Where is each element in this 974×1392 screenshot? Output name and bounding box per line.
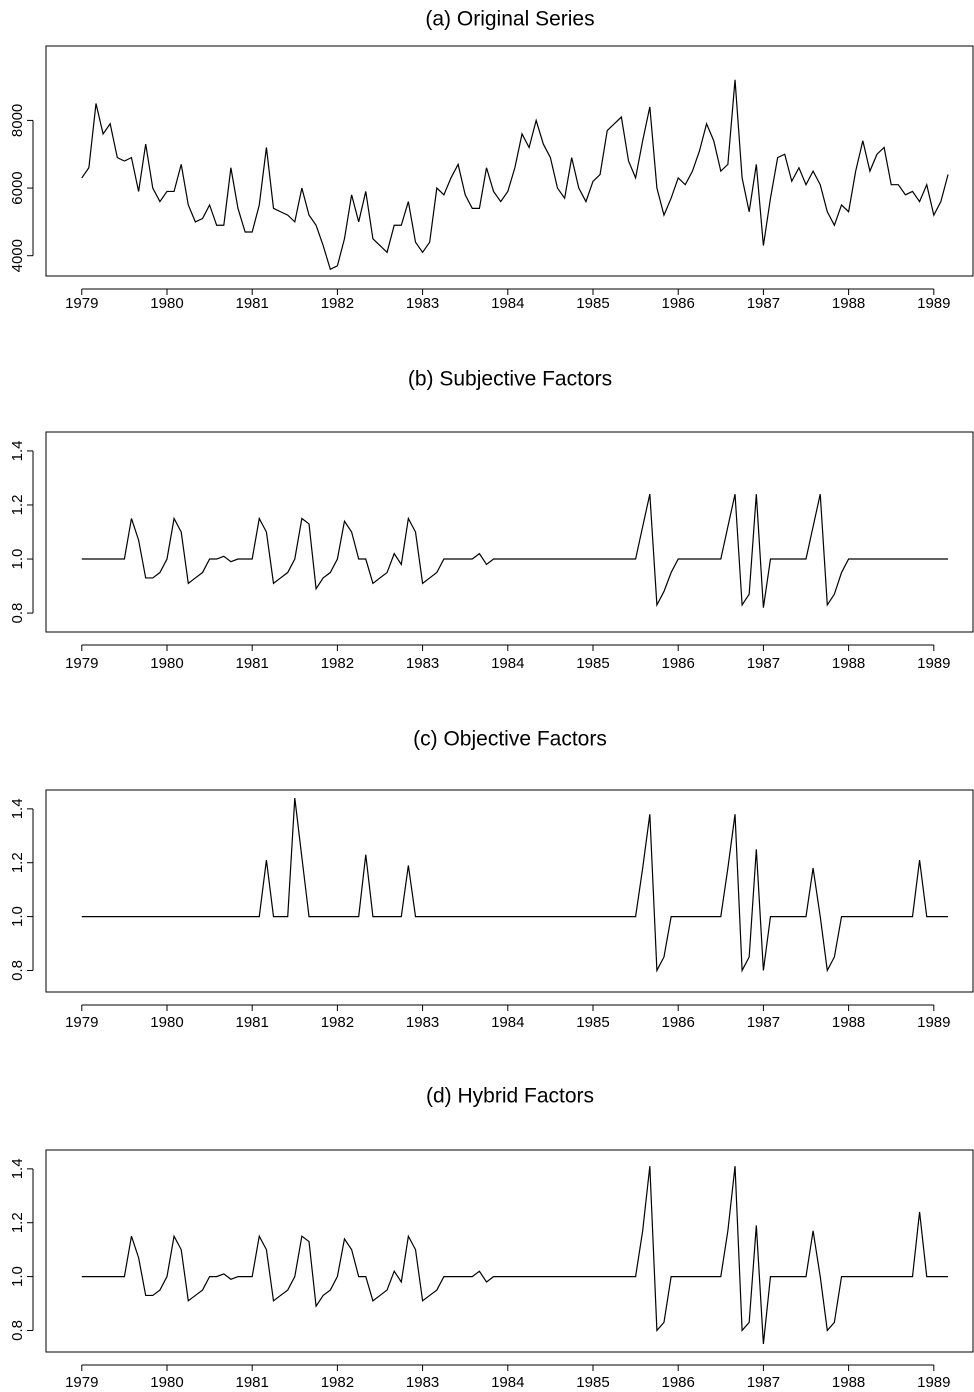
x-tick-label: 1981	[236, 1374, 269, 1391]
y-tick-label: 1.2	[9, 495, 26, 516]
x-tick-label: 1980	[150, 1014, 183, 1031]
x-tick-label: 1979	[65, 1014, 98, 1031]
x-tick-label: 1983	[406, 1374, 439, 1391]
y-tick-label: 4000	[9, 239, 26, 272]
x-tick-label: 1985	[576, 1014, 609, 1031]
x-tick-label: 1985	[576, 1374, 609, 1391]
y-tick-label: 1.4	[9, 440, 26, 461]
x-tick-label: 1985	[576, 295, 609, 312]
plot-frame	[45, 1149, 974, 1353]
x-tick-label: 1981	[236, 655, 269, 672]
plot-frame	[45, 789, 974, 993]
x-tick-label: 1987	[747, 1014, 780, 1031]
x-tick-label: 1980	[150, 295, 183, 312]
y-tick-label: 1.4	[9, 1158, 26, 1179]
x-tick-label: 1988	[832, 1374, 865, 1391]
x-tick-label: 1982	[321, 1014, 354, 1031]
chart-title: (d) Hybrid Factors	[426, 1085, 594, 1108]
x-tick-label: 1988	[832, 655, 865, 672]
x-tick-label: 1980	[150, 1374, 183, 1391]
y-tick-label: 1.2	[9, 852, 26, 873]
y-tick-label: 8000	[9, 104, 26, 137]
x-tick-label: 1986	[662, 1014, 695, 1031]
x-tick-label: 1979	[65, 1374, 98, 1391]
x-tick-label: 1980	[150, 655, 183, 672]
series-line	[81, 494, 949, 608]
x-tick-label: 1985	[576, 655, 609, 672]
series-line	[81, 79, 949, 271]
y-tick-label: 0.8	[9, 960, 26, 981]
x-tick-label: 1983	[406, 655, 439, 672]
chart-title: (c) Objective Factors	[413, 728, 607, 751]
x-tick-label: 1986	[662, 655, 695, 672]
x-tick-label: 1984	[491, 655, 524, 672]
y-tick-label: 0.8	[9, 603, 26, 624]
x-tick-label: 1987	[747, 655, 780, 672]
x-tick-label: 1989	[917, 295, 950, 312]
x-tick-label: 1989	[917, 655, 950, 672]
x-tick-label: 1983	[406, 295, 439, 312]
x-tick-label: 1984	[491, 1014, 524, 1031]
x-tick-label: 1982	[321, 295, 354, 312]
x-tick-label: 1983	[406, 1014, 439, 1031]
plot-frame	[45, 45, 974, 277]
chart-title: (b) Subjective Factors	[408, 368, 612, 391]
x-tick-label: 1986	[662, 1374, 695, 1391]
x-tick-label: 1987	[747, 295, 780, 312]
x-tick-label: 1988	[832, 1014, 865, 1031]
y-tick-label: 1.2	[9, 1212, 26, 1233]
x-tick-label: 1989	[917, 1374, 950, 1391]
x-tick-label: 1981	[236, 295, 269, 312]
y-tick-label: 1.0	[9, 906, 26, 927]
x-tick-label: 1984	[491, 295, 524, 312]
y-tick-label: 1.0	[9, 549, 26, 570]
x-tick-label: 1981	[236, 1014, 269, 1031]
series-line	[81, 798, 949, 973]
plot-frame	[45, 431, 974, 633]
x-tick-label: 1987	[747, 1374, 780, 1391]
x-tick-label: 1979	[65, 655, 98, 672]
x-tick-label: 1988	[832, 295, 865, 312]
series-line	[81, 1166, 949, 1344]
x-tick-label: 1979	[65, 295, 98, 312]
x-tick-label: 1986	[662, 295, 695, 312]
x-tick-label: 1984	[491, 1374, 524, 1391]
y-tick-label: 0.8	[9, 1320, 26, 1341]
x-tick-label: 1982	[321, 1374, 354, 1391]
x-tick-label: 1982	[321, 655, 354, 672]
chart-title: (a) Original Series	[425, 8, 594, 31]
x-tick-label: 1989	[917, 1014, 950, 1031]
y-tick-label: 1.4	[9, 798, 26, 819]
y-tick-label: 6000	[9, 171, 26, 204]
y-tick-label: 1.0	[9, 1266, 26, 1287]
